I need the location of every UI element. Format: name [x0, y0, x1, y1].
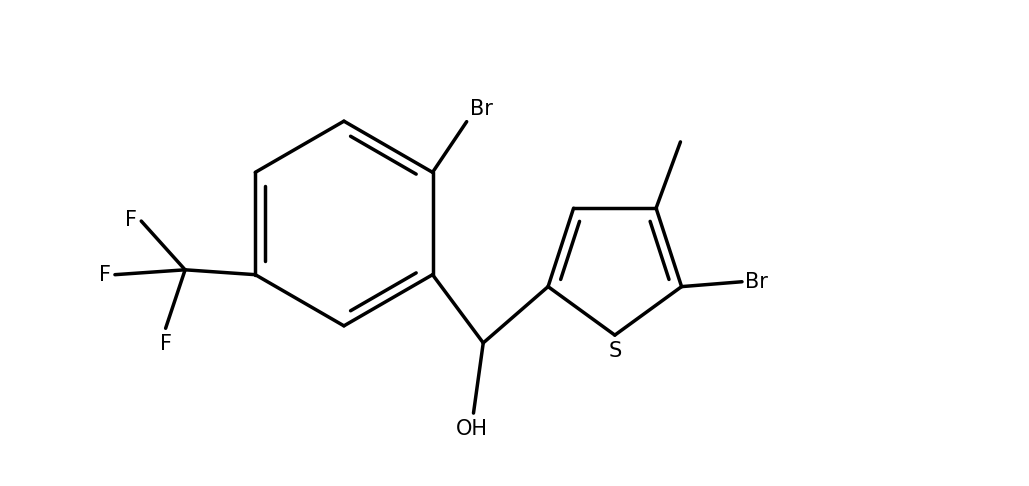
Text: OH: OH: [456, 419, 488, 439]
Text: Br: Br: [745, 272, 768, 292]
Text: F: F: [126, 210, 137, 230]
Text: F: F: [99, 265, 111, 285]
Text: S: S: [608, 341, 622, 361]
Text: F: F: [159, 334, 172, 354]
Text: Br: Br: [469, 99, 493, 119]
